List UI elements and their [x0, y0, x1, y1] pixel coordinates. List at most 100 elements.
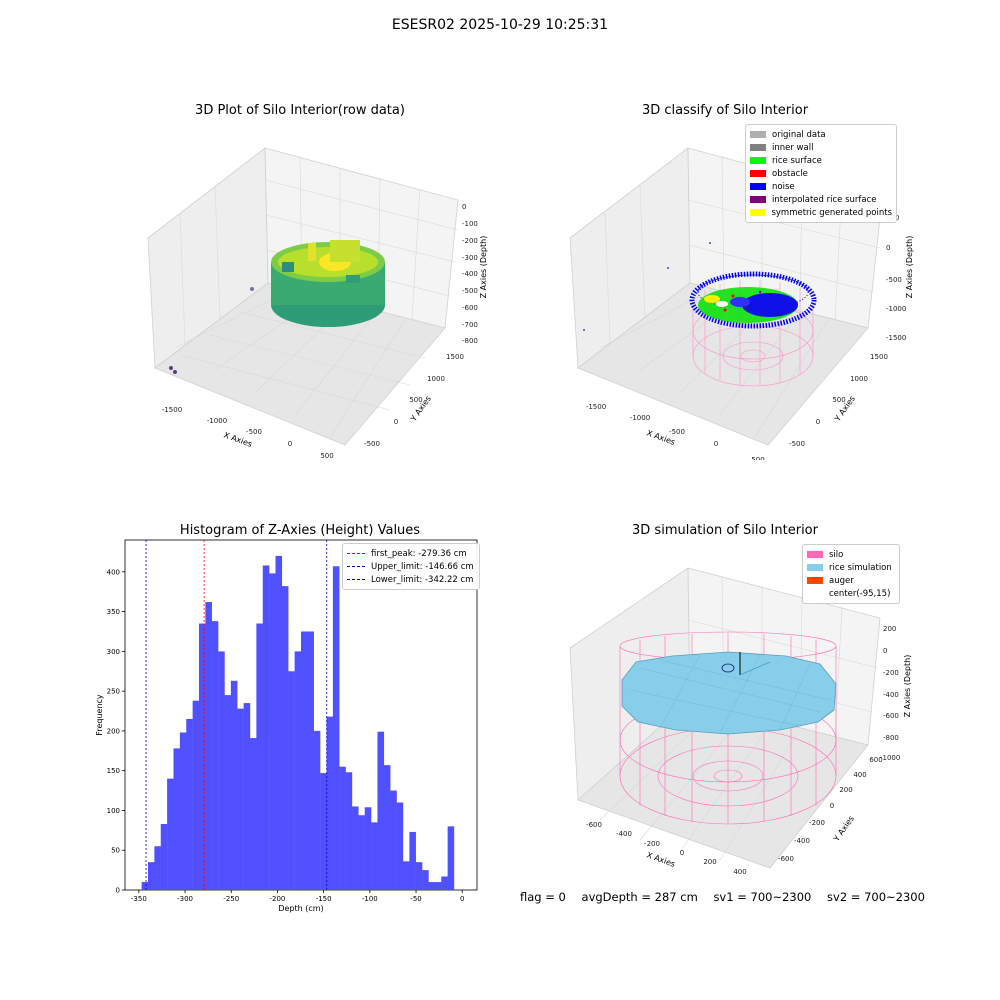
histogram-bar — [250, 738, 257, 890]
p4-ytick: -200 — [809, 819, 825, 827]
p2-xtick: -1000 — [630, 414, 650, 422]
histogram-bar — [313, 730, 321, 890]
p1-ztick: -200 — [462, 237, 478, 245]
histogram-bar — [275, 555, 283, 890]
panel1-3d-plot: -1500 -1000 -500 0 500 -500 0 500 1000 1… — [147, 147, 488, 460]
p1-ytick: 1000 — [427, 375, 445, 383]
histogram-xlabel: Depth (cm) — [278, 904, 323, 913]
p2-ztick: -500 — [886, 276, 902, 284]
p1-ztick: 0 — [462, 203, 466, 211]
status-flag: flag = 0 — [520, 890, 566, 904]
p4-ztick: -400 — [883, 691, 899, 699]
x-tick-label: -200 — [269, 895, 285, 903]
p2-ytick: -500 — [789, 440, 805, 448]
legend-line — [347, 579, 365, 580]
legend-item: auger — [807, 574, 895, 587]
legend-swatch — [750, 196, 766, 203]
histogram-bar — [428, 882, 436, 890]
y-tick-label: 100 — [107, 807, 120, 815]
p2-xtick: -1500 — [586, 403, 606, 411]
histogram-bar — [179, 732, 187, 890]
legend-item: rice surface — [750, 154, 892, 167]
legend-swatch — [750, 170, 766, 177]
histogram-bar — [256, 623, 263, 890]
x-tick-label: -300 — [177, 895, 193, 903]
histogram-bar — [262, 565, 270, 890]
histogram-bar — [409, 831, 416, 890]
p2-ztick: -1500 — [886, 334, 906, 342]
histogram-bar — [422, 870, 429, 890]
p1-xtick: -1000 — [207, 417, 227, 425]
p4-ytick: 200 — [839, 786, 852, 794]
p2-xtick: 0 — [714, 440, 718, 448]
p4-ytick: 400 — [853, 771, 866, 779]
legend-item: center(-95,15) — [807, 587, 895, 600]
legend-item: silo — [807, 548, 895, 561]
histogram-bar — [269, 573, 276, 890]
histogram-bar — [415, 862, 423, 890]
histogram-bar — [205, 602, 212, 890]
p2-ytick: 1500 — [870, 353, 888, 361]
histogram-bar — [173, 748, 181, 890]
legend-swatch — [750, 209, 766, 216]
p1-xtick: 0 — [288, 440, 292, 448]
p4-xlabel: X Axies — [645, 850, 676, 869]
p1-ztick: -600 — [462, 304, 478, 312]
p1-xtick: -1500 — [162, 406, 182, 414]
panel2-3d-plot: -1500 -1000 -500 0 500 -500 0 500 1000 1… — [569, 147, 914, 460]
histogram-bar — [434, 882, 442, 890]
histogram-bar — [141, 882, 149, 890]
histogram-bar — [441, 876, 448, 890]
histogram-bar — [237, 708, 244, 890]
p4-xtick: -400 — [616, 830, 632, 838]
histogram-bar — [345, 772, 353, 890]
histogram-bar — [186, 718, 193, 890]
status-line: flag = 0 avgDepth = 287 cm sv1 = 700~230… — [520, 890, 937, 904]
panel4-title: 3D simulation of Silo Interior — [632, 523, 818, 538]
legend-item: Upper_limit: -146.66 cm — [347, 560, 475, 573]
histogram-bar — [167, 778, 174, 890]
histogram-bar — [390, 790, 397, 890]
histogram-bar — [243, 703, 251, 890]
p4-ylabel: Y Axies — [831, 814, 856, 844]
histogram-bar — [288, 671, 295, 890]
p1-ztick: -500 — [462, 287, 478, 295]
status-sv2: sv2 = 700~2300 — [827, 890, 925, 904]
p1-ytick: 500 — [409, 396, 422, 404]
legend-swatch — [750, 183, 766, 190]
y-tick-label: 400 — [107, 568, 120, 576]
p1-ztick: -400 — [462, 270, 478, 278]
legend-swatch — [750, 157, 766, 164]
histogram-bar — [294, 651, 302, 890]
p2-ztick: 0 — [886, 244, 890, 252]
p1-xtick: 500 — [320, 452, 333, 460]
histogram-bar — [211, 621, 219, 890]
panel2-title: 3D classify of Silo Interior — [641, 103, 809, 118]
p4-ytick: -600 — [778, 855, 794, 863]
p2-ytick: 500 — [832, 396, 845, 404]
legend-swatch — [807, 551, 823, 558]
p4-xtick: -200 — [644, 840, 660, 848]
legend-swatch — [807, 564, 823, 571]
histogram-bar — [307, 631, 314, 890]
x-tick-label: -100 — [362, 895, 378, 903]
p4-ztick: -800 — [883, 734, 899, 742]
p4-xtick: -600 — [586, 821, 602, 829]
y-tick-label: 150 — [107, 767, 120, 775]
histogram-bar — [192, 700, 200, 890]
histogram-bar — [230, 680, 238, 890]
y-tick-label: 0 — [116, 887, 120, 895]
panel4-3d-plot: -600 -400 -200 0 200 400 -600 -400 -200 … — [569, 567, 912, 876]
x-tick-label: 0 — [460, 895, 464, 903]
p4-ytick: 600 — [869, 756, 882, 764]
legend-line — [347, 566, 365, 567]
p2-ytick: 1000 — [850, 375, 868, 383]
histogram-bar — [218, 651, 225, 890]
x-tick-label: -150 — [316, 895, 332, 903]
p1-ztick: -300 — [462, 254, 478, 262]
histogram-legend: first_peak: -279.36 cm Upper_limit: -146… — [342, 543, 480, 590]
panel4-legend: silo rice simulation auger center(-95,15… — [802, 544, 900, 604]
p1-xtick: -500 — [246, 428, 262, 436]
p4-ztick: -600 — [883, 712, 899, 720]
p1-ztick: -700 — [462, 321, 478, 329]
